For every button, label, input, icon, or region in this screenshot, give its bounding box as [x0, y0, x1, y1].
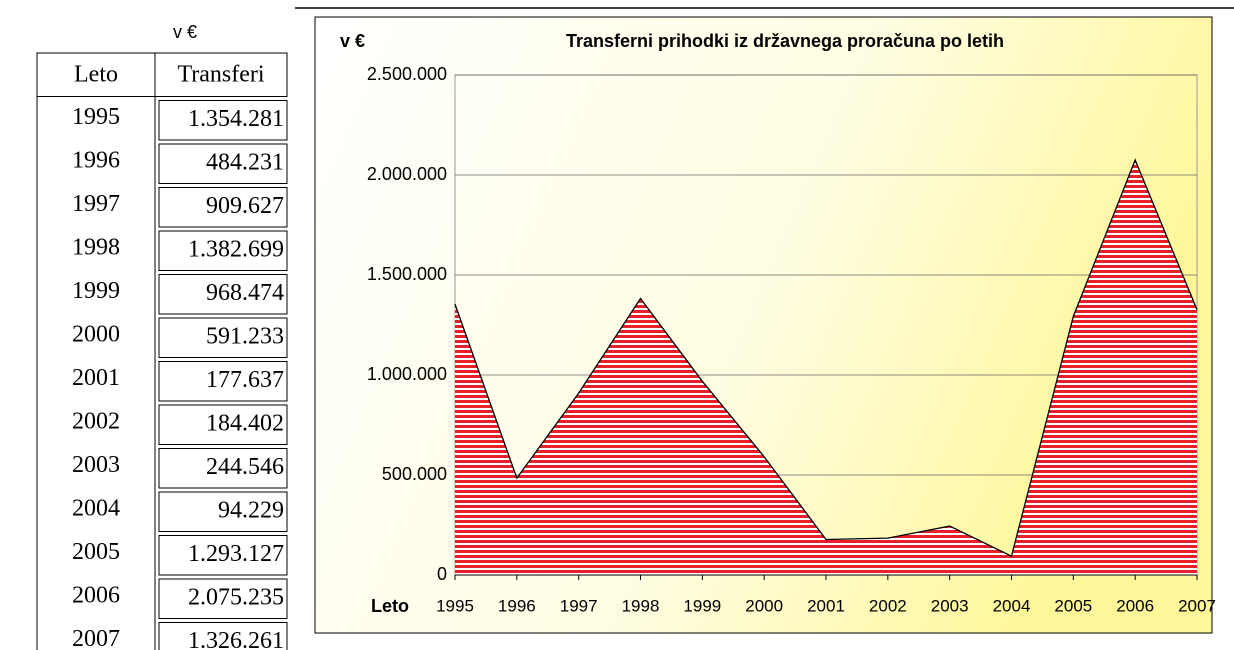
value-text: 968.474 — [206, 280, 284, 306]
chart-title: Transferni prihodki iz državnega proraču… — [566, 31, 1004, 51]
x-tick-label: 1998 — [622, 596, 660, 615]
year-text: 2005 — [72, 539, 120, 565]
value-text: 177.637 — [206, 367, 284, 393]
year-text: 2001 — [72, 365, 120, 391]
value-text: 184.402 — [206, 410, 284, 436]
year-text: 1997 — [72, 191, 120, 217]
y-tick-label: 500.000 — [382, 464, 447, 484]
value-text: 591.233 — [206, 323, 284, 349]
value-cell — [158, 535, 288, 576]
year-text: 2002 — [72, 408, 120, 434]
value-text: 909.627 — [206, 193, 284, 219]
value-cell — [158, 491, 288, 532]
x-tick-label: 1996 — [498, 596, 536, 615]
x-tick-label: 1995 — [436, 596, 474, 615]
x-axis-label: Leto — [371, 596, 409, 616]
value-cell — [158, 230, 288, 271]
value-text: 1.326.261 — [188, 628, 284, 650]
value-text: 1.293.127 — [188, 541, 284, 567]
header-text: Transferi — [177, 61, 264, 87]
year-text: 1999 — [72, 278, 120, 304]
value-text: 94.229 — [218, 497, 284, 523]
area-outline — [454, 158, 1198, 558]
year-text: 2003 — [72, 452, 120, 478]
value-cell — [158, 404, 288, 445]
value-text: 484.231 — [206, 149, 284, 175]
value-text: 1.382.699 — [188, 236, 284, 262]
value-cell — [158, 100, 288, 141]
y-tick-label: 2.500.000 — [367, 64, 447, 84]
x-tick-label: 2000 — [745, 596, 783, 615]
table: Leto Transferi 1995 1.354.281 1996 484.231 199… — [36, 52, 288, 650]
y-tick-label: 2.000.000 — [367, 164, 447, 184]
value-cell — [158, 448, 288, 489]
value-cell — [158, 274, 288, 315]
value-cell — [158, 578, 288, 619]
x-tick-label: 2004 — [993, 596, 1031, 615]
x-tick-label: 2007 — [1178, 596, 1216, 615]
y-axis-label: v € — [340, 31, 365, 51]
value-cell — [158, 143, 288, 184]
year-text: 1998 — [72, 234, 120, 260]
year-text: 2004 — [72, 495, 120, 521]
year-text: 2006 — [72, 582, 120, 608]
x-tick-label: 2001 — [807, 596, 845, 615]
value-text: 1.354.281 — [188, 106, 284, 132]
x-tick-label: 2005 — [1054, 596, 1092, 615]
table-unit: v € — [173, 22, 197, 42]
x-tick-label: 1997 — [560, 596, 598, 615]
value-cell — [158, 187, 288, 228]
value-text: 244.546 — [206, 454, 284, 480]
year-text: 2007 — [72, 626, 120, 650]
year-text: 1996 — [72, 147, 120, 173]
value-text: 2.075.235 — [188, 584, 284, 610]
year-text: 1995 — [72, 104, 120, 130]
x-tick-label: 2003 — [931, 596, 969, 615]
x-tick-label: 1999 — [683, 596, 721, 615]
y-tick-label: 1.000.000 — [367, 364, 447, 384]
header-text: Leto — [74, 61, 118, 87]
year-text: 2000 — [72, 321, 120, 347]
x-tick-label: 2006 — [1116, 596, 1154, 615]
y-tick-label: 1.500.000 — [367, 264, 447, 284]
value-cell — [158, 622, 288, 650]
x-tick-label: 2002 — [869, 596, 907, 615]
area — [455, 159, 1197, 575]
y-tick-label: 0 — [437, 564, 447, 584]
value-cell — [158, 361, 288, 402]
value-cell — [158, 317, 288, 358]
